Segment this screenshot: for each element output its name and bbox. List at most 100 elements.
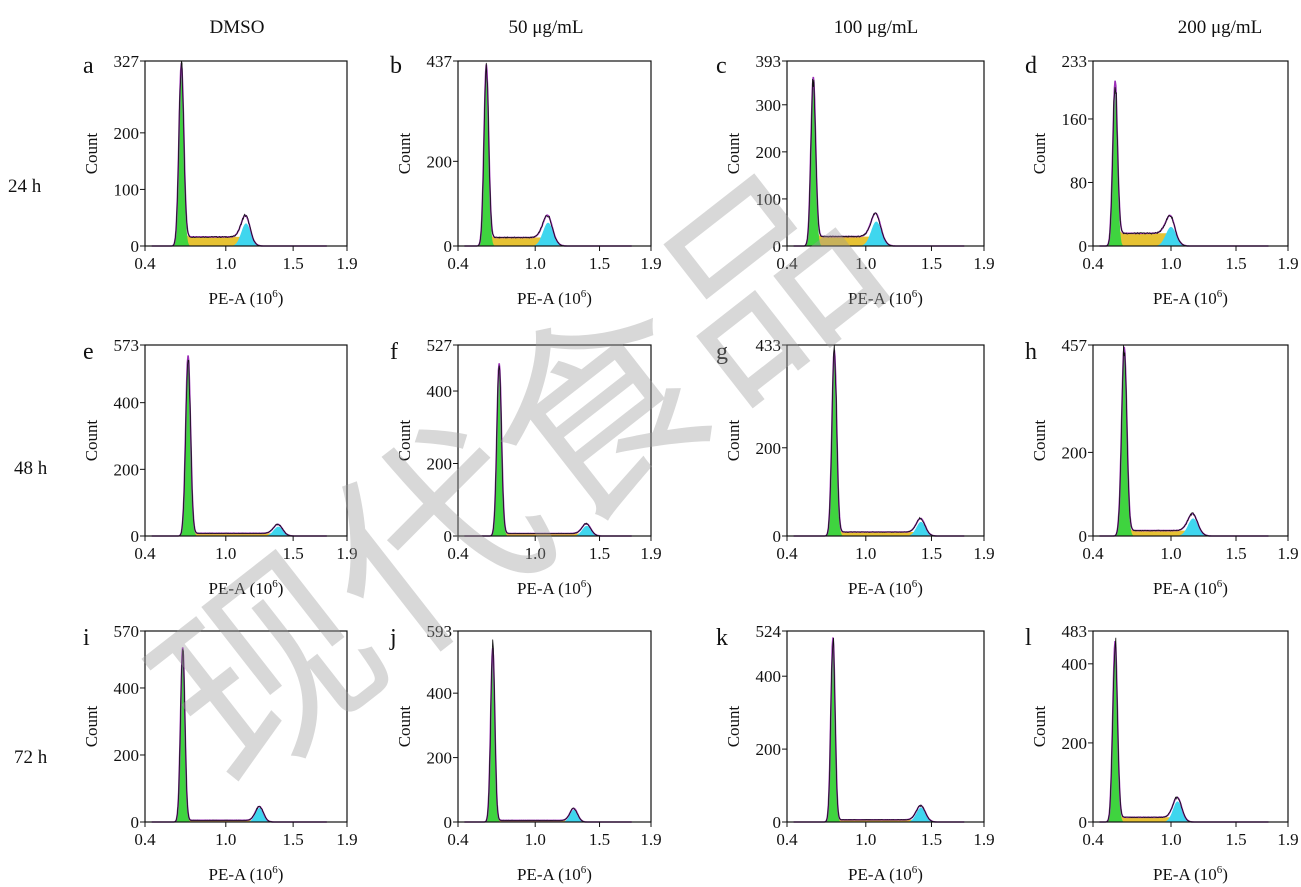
panel-g-letter: g — [716, 339, 728, 365]
panel-j-xtick-label: 1.5 — [589, 830, 610, 849]
panel-a-ytick-label: 100 — [114, 180, 140, 199]
panel-i-xlabel-main: PE-A (10 — [209, 865, 273, 884]
panel-g-xlabel: PE-A (106) — [848, 578, 923, 598]
panel-i-ytick-label: 570 — [114, 622, 140, 641]
panel-j-ytick-label: 200 — [427, 749, 453, 768]
panel-k-s-phase-area — [793, 784, 965, 822]
panel-d-s-phase-area — [1099, 210, 1269, 246]
panel-b-xlabel-sup: 6 — [581, 288, 587, 300]
panel-c-letter: c — [716, 53, 727, 79]
panel-i-ylabel: Count — [82, 705, 101, 747]
panel-b-xtick-label: 0.4 — [447, 254, 469, 273]
panel-c-xlabel: PE-A (106) — [848, 288, 923, 308]
panel-f-ytick-label: 400 — [427, 382, 453, 401]
panel-f-xtick-label: 1.9 — [640, 544, 661, 563]
panel-j-ytick-label: 593 — [427, 622, 453, 641]
panel-a-frame — [144, 60, 348, 247]
panel-b-ytick-label: 437 — [427, 52, 453, 71]
panel-g-ytick-label: 200 — [756, 439, 782, 458]
panel-d-ylabel: Count — [1030, 132, 1049, 174]
panel-d: 0.4 1.0 1.5 1.9 0 80 160 233 Count PE-A (106) d — [1025, 52, 1299, 308]
panel-c-frame — [786, 60, 985, 247]
panel-k-histogram-trace — [793, 637, 965, 823]
panel-b-xtick-label: 1.5 — [589, 254, 610, 273]
panel-f-ytick-label: 200 — [427, 455, 453, 474]
panel-l-g1-area — [1099, 642, 1269, 822]
panel-c-ytick-label: 0 — [773, 237, 782, 256]
panel-d-fit-envelope — [1099, 80, 1269, 247]
panel-f: 0.4 1.0 1.5 1.9 0 200 400 527 Count PE-A (106) f — [390, 336, 662, 598]
panel-f-xtick-label: 0.4 — [447, 544, 469, 563]
panel-c-xlabel-sup: 6 — [912, 288, 918, 300]
panel-j-ytick-label: 400 — [427, 684, 453, 703]
panel-e-g1-area — [151, 356, 327, 536]
panel-k-g2-area — [793, 807, 965, 822]
panel-b-xlabel: PE-A (106) — [517, 288, 592, 308]
panel-l-ytick-label: 0 — [1079, 813, 1088, 832]
panel-c-g2-area — [793, 221, 965, 246]
panel-c-g1-area — [793, 78, 965, 247]
panel-l-frame — [1092, 630, 1289, 823]
panel-g-xtick-label: 1.5 — [921, 544, 942, 563]
panel-f-ytick-label: 0 — [444, 527, 453, 546]
panel-c: 0.4 1.0 1.5 1.9 0 100 200 300 393 Count PE-A (106)… — [716, 52, 995, 308]
panel-a: 0.4 1.0 1.5 1.9 0 100 200 327 Count PE-A (106) a — [82, 52, 358, 308]
panel-g-frame — [786, 344, 985, 537]
panel-g-xtick-label: 1.0 — [855, 544, 876, 563]
panel-g-s-phase-area — [793, 498, 965, 536]
panel-d-ytick-label: 0 — [1079, 237, 1088, 256]
panel-e-frame — [144, 344, 348, 537]
panel-e-xlabel-tail: ) — [278, 579, 284, 598]
panel-i-xlabel: PE-A (106) — [209, 864, 284, 884]
panel-c-ytick-label: 200 — [756, 143, 782, 162]
panel-l-xtick-label: 1.9 — [1277, 830, 1298, 849]
panel-j-fit-envelope — [464, 647, 632, 823]
panel-k-ytick-label: 400 — [756, 667, 782, 686]
panel-l-xlabel-sup: 6 — [1217, 864, 1223, 876]
panel-e-ytick-label: 400 — [114, 394, 140, 413]
panel-e-xtick-label: 0.4 — [134, 544, 156, 563]
panel-e: 0.4 1.0 1.5 1.9 0 200 400 573 Count PE-A (106) e — [82, 336, 358, 598]
panel-e-xlabel-sup: 6 — [272, 578, 278, 590]
column-header-100: 100 μg/mL — [834, 17, 919, 38]
panel-c-xtick-label: 1.9 — [973, 254, 994, 273]
panel-e-g2-area — [151, 526, 327, 536]
panel-c-xtick-label: 1.5 — [921, 254, 942, 273]
panel-b-xlabel-tail: ) — [586, 289, 592, 308]
panel-i-ytick-label: 400 — [114, 679, 140, 698]
panel-k-xlabel-main: PE-A (10 — [848, 865, 912, 884]
panel-d-ytick-label: 160 — [1062, 110, 1088, 129]
panel-f-xtick-label: 1.0 — [525, 544, 546, 563]
panel-j-xlabel-sup: 6 — [581, 864, 587, 876]
panel-l-xlabel-main: PE-A (10 — [1153, 865, 1217, 884]
panel-j-xlabel-main: PE-A (10 — [517, 865, 581, 884]
panel-h-letter: h — [1025, 339, 1037, 365]
panel-j-xlabel-tail: ) — [586, 865, 592, 884]
panel-e-xlabel: PE-A (106) — [209, 578, 284, 598]
panel-d-xtick-label: 1.0 — [1160, 254, 1181, 273]
panel-j-ylabel: Count — [395, 705, 414, 747]
panel-g-xlabel-sup: 6 — [912, 578, 918, 590]
panel-f-xtick-label: 1.5 — [589, 544, 610, 563]
panel-a-ytick-label: 0 — [131, 237, 140, 256]
panel-g-ytick-label: 433 — [756, 336, 782, 355]
panel-k-xlabel-sup: 6 — [912, 864, 918, 876]
panel-h-xlabel: PE-A (106) — [1153, 578, 1228, 598]
panel-a-xlabel-sup: 6 — [272, 288, 278, 300]
panel-l-xlabel: PE-A (106) — [1153, 864, 1228, 884]
panel-g-xlabel-main: PE-A (10 — [848, 579, 912, 598]
panel-e-ylabel: Count — [82, 419, 101, 461]
column-header-200: 200 μg/mL — [1178, 17, 1263, 38]
panel-c-ytick-label: 300 — [756, 96, 782, 115]
panel-k-xlabel: PE-A (106) — [848, 864, 923, 884]
panel-d-xlabel-main: PE-A (10 — [1153, 289, 1217, 308]
panel-b-ytick-label: 0 — [444, 237, 453, 256]
panel-g-g1-area — [793, 350, 965, 536]
panel-f-frame — [457, 344, 652, 537]
panel-h-xlabel-tail: ) — [1222, 579, 1228, 598]
watermark: 现代食品 — [118, 130, 923, 830]
panel-j-xtick-label: 1.0 — [525, 830, 546, 849]
panel-h-xtick-label: 1.0 — [1160, 544, 1181, 563]
panel-d-histogram-trace — [1099, 87, 1269, 247]
